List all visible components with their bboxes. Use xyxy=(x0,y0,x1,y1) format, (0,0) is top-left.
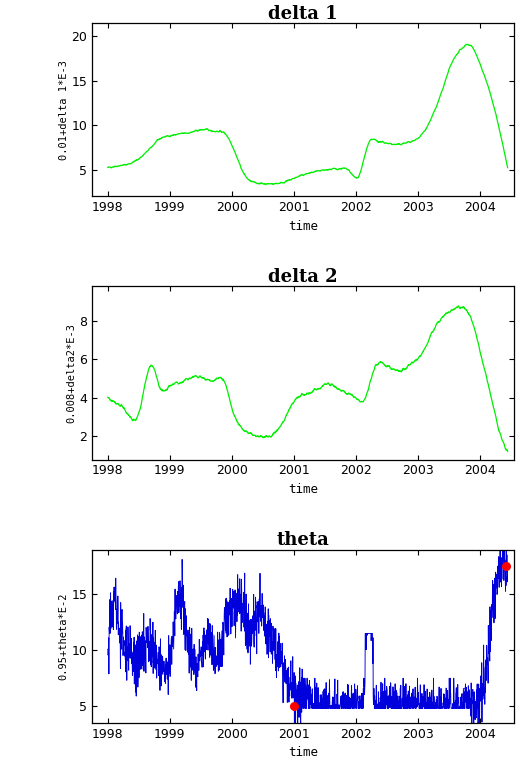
Title: delta 2: delta 2 xyxy=(268,269,338,286)
Title: delta 1: delta 1 xyxy=(268,5,338,23)
X-axis label: time: time xyxy=(288,483,318,496)
X-axis label: time: time xyxy=(288,220,318,233)
X-axis label: time: time xyxy=(288,747,318,760)
Y-axis label: 0.01+delta 1*E-3: 0.01+delta 1*E-3 xyxy=(58,60,69,160)
Y-axis label: 0.95+theta*E-2: 0.95+theta*E-2 xyxy=(58,593,69,680)
Title: theta: theta xyxy=(277,532,329,549)
Y-axis label: 0.008+delta2*E-3: 0.008+delta2*E-3 xyxy=(66,323,76,423)
